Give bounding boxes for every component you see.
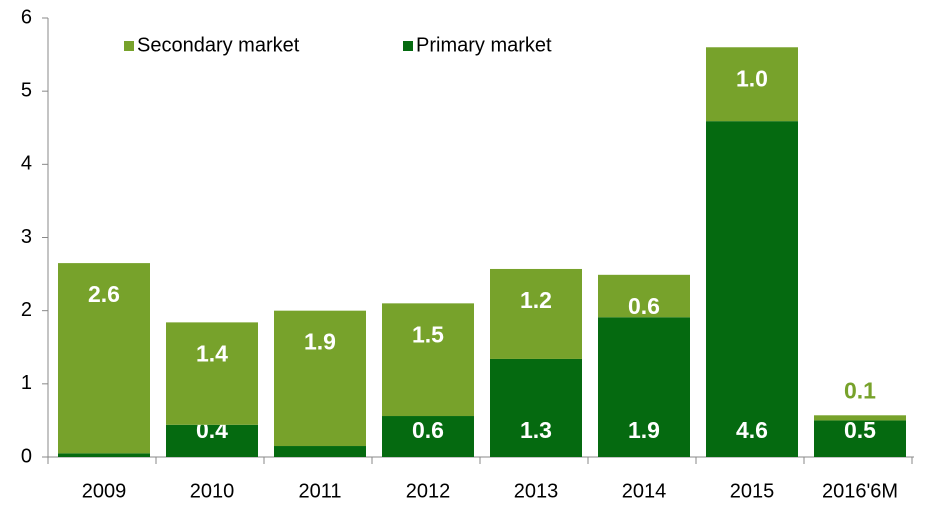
bar-segment xyxy=(58,453,150,457)
y-tick-label: 1 xyxy=(21,372,32,394)
x-tick-label: 2009 xyxy=(82,480,127,502)
bar-segment xyxy=(706,121,798,457)
x-tick-label: 2011 xyxy=(298,480,341,502)
x-tick-label: 2012 xyxy=(406,480,451,502)
value-label: 0.1 xyxy=(844,377,876,403)
bar-segment xyxy=(382,303,474,417)
x-tick-label: 2015 xyxy=(730,480,775,502)
legend-label: Secondary market xyxy=(137,34,300,56)
bar-segment xyxy=(490,358,582,457)
bar-segment xyxy=(166,322,258,425)
y-tick-label: 2 xyxy=(21,299,32,321)
y-tick-label: 3 xyxy=(21,226,32,248)
bar-segment xyxy=(274,310,366,447)
bar-segment xyxy=(598,317,690,457)
legend-swatch xyxy=(124,41,134,51)
bar-segment xyxy=(166,424,258,457)
bar-segment xyxy=(274,446,366,457)
value-label: 1.4 xyxy=(196,340,228,366)
y-tick-label: 5 xyxy=(21,79,32,101)
value-label: 1.9 xyxy=(628,417,660,443)
value-label: 4.6 xyxy=(736,417,768,443)
value-label: 1.3 xyxy=(520,417,552,443)
y-tick-label: 4 xyxy=(21,153,32,175)
y-tick-label: 0 xyxy=(21,445,32,467)
legend-swatch xyxy=(403,41,413,51)
value-label: 1.5 xyxy=(412,321,444,347)
bar-segment xyxy=(382,416,474,457)
x-tick-label: 2013 xyxy=(514,480,559,502)
y-tick-label: 6 xyxy=(21,6,32,28)
bar-segment xyxy=(814,420,906,457)
value-label: 0.6 xyxy=(412,417,444,443)
value-label: 0.6 xyxy=(628,293,660,319)
x-tick-label: 2016'6M xyxy=(822,480,898,502)
bar-segment xyxy=(598,274,690,318)
bar-segment xyxy=(58,263,150,454)
bar-segment xyxy=(706,47,798,122)
bar-segment xyxy=(490,268,582,359)
value-label: 1.9 xyxy=(304,329,336,355)
legend-label: Primary market xyxy=(416,34,552,56)
x-tick-label: 2014 xyxy=(622,480,667,502)
value-label: 0.5 xyxy=(844,417,876,443)
x-tick-label: 2010 xyxy=(190,480,235,502)
value-label: 2.6 xyxy=(88,281,120,307)
bar-segment xyxy=(814,415,906,421)
value-label: 1.0 xyxy=(736,65,768,91)
value-label: 1.2 xyxy=(520,287,552,313)
